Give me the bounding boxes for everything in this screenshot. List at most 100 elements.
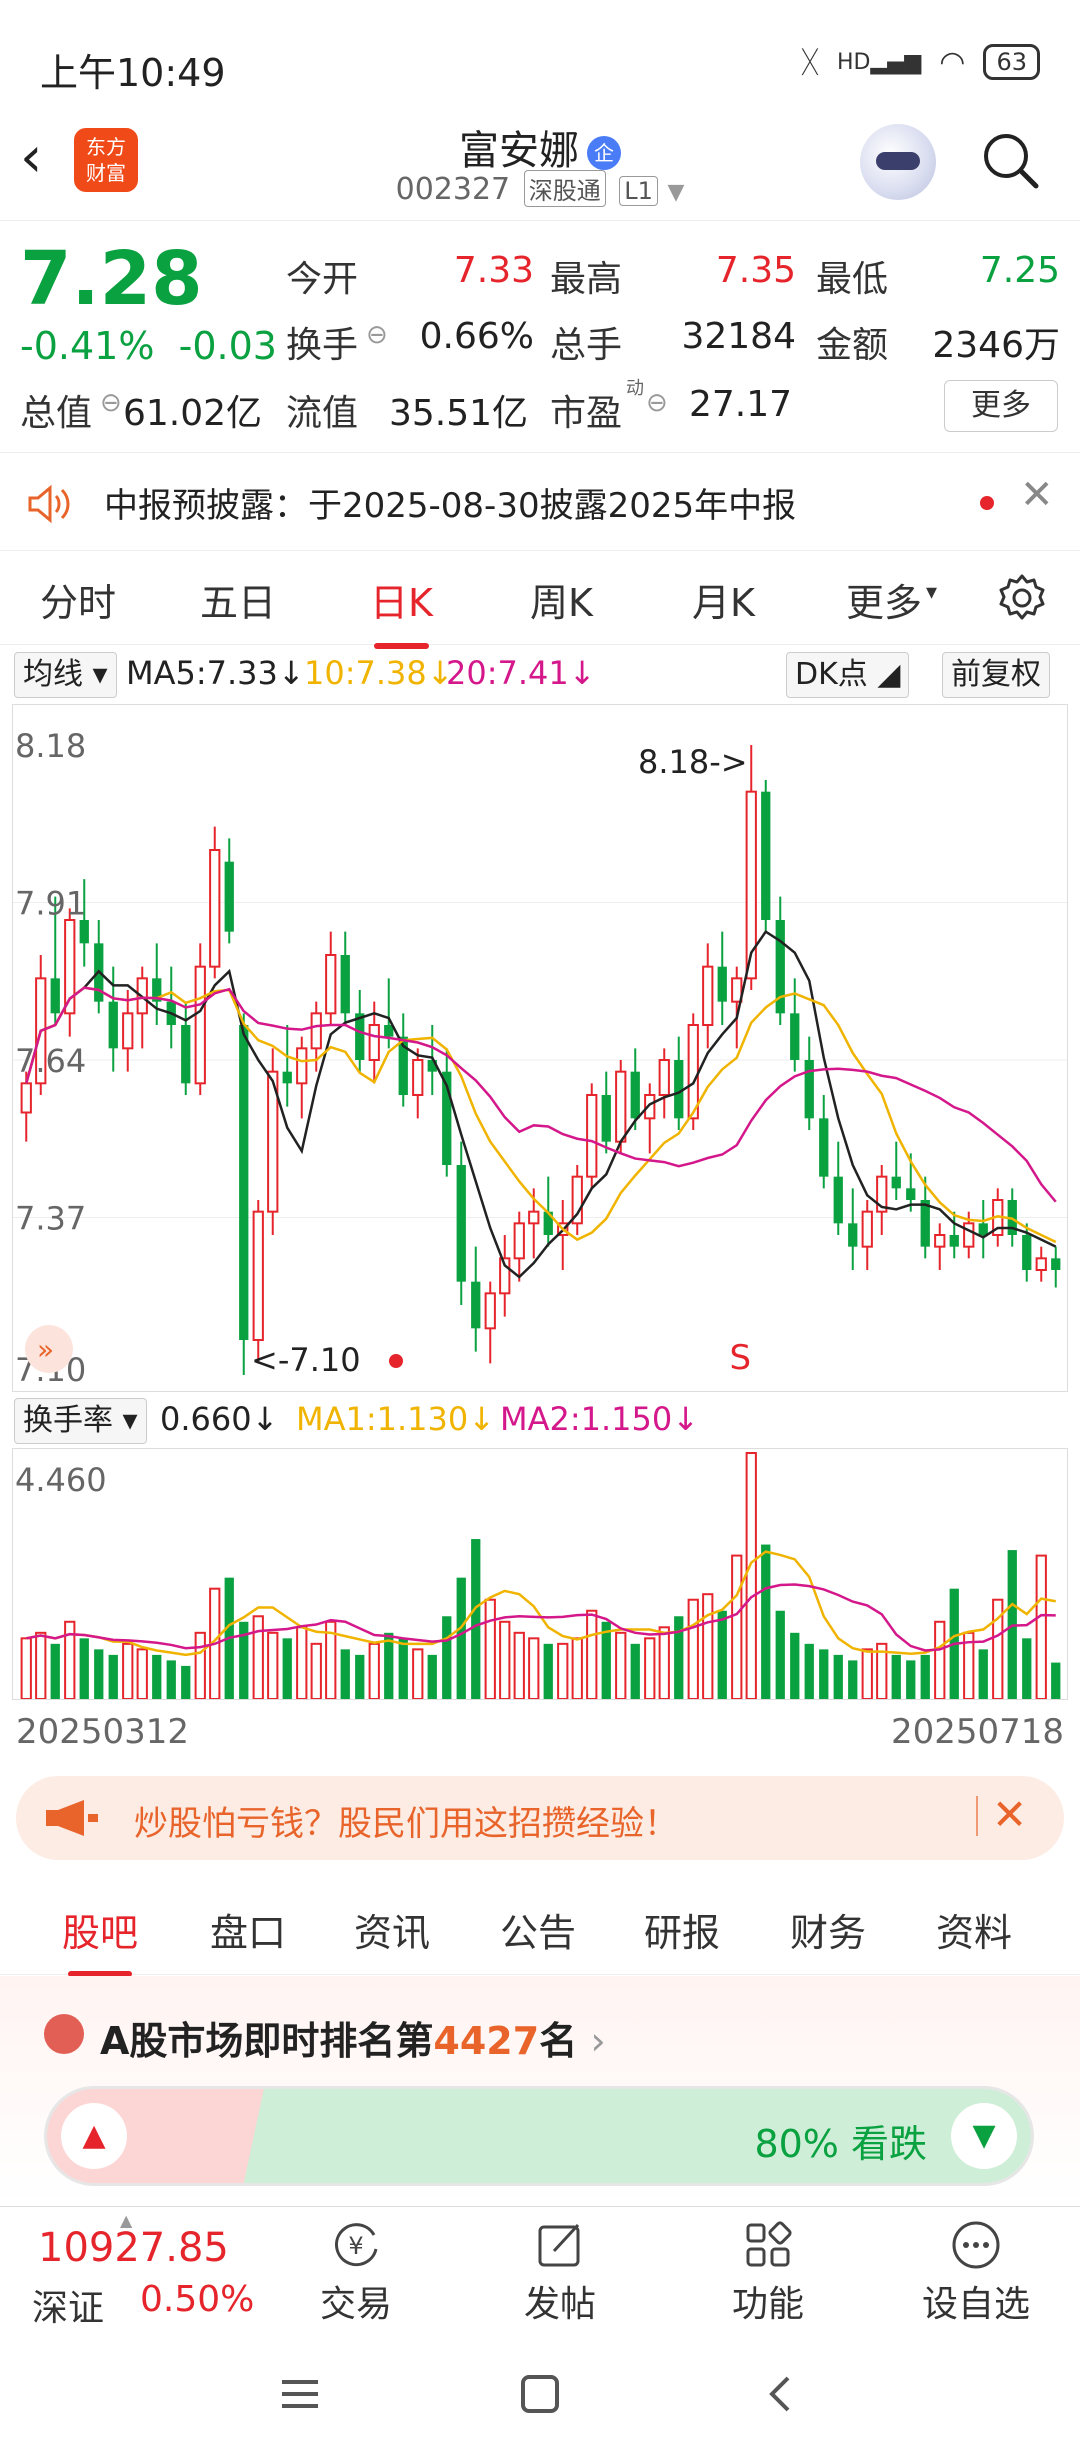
vote-up-button[interactable]: ▲ [61, 2103, 127, 2169]
back-arrow-icon[interactable]: ‹ [20, 125, 43, 190]
trade-button[interactable]: ¥ 交易 [296, 2215, 416, 2327]
candle-body [252, 1210, 264, 1341]
quote-label: 市盈 [550, 393, 623, 434]
turnover-bar [586, 1609, 598, 1701]
k-line-chart[interactable]: 8.187.917.647.377.108.18-><-7.10S» [12, 704, 1068, 1392]
ma10-value: 10:7.38↓ [304, 654, 454, 692]
turnover-bar [557, 1642, 569, 1700]
vote-down-button[interactable]: ▼ [951, 2103, 1017, 2169]
turnover-bar [252, 1615, 264, 1700]
candle-body [513, 1222, 525, 1260]
info-icon[interactable]: ⊖ [100, 388, 122, 418]
post-button[interactable]: 发帖 [500, 2215, 620, 2327]
edit-icon [538, 2223, 580, 2267]
turnover-bar [1022, 1638, 1032, 1699]
turnover-y-max: 4.460 [15, 1461, 107, 1499]
turnover-bar [355, 1654, 365, 1699]
yen-exchange-icon: ¥ [335, 2223, 378, 2267]
robot-assistant-icon[interactable] [860, 124, 936, 200]
turnover-bar [471, 1539, 481, 1699]
quote-value: 7.25 [979, 250, 1060, 291]
y-tick-label: 8.18 [15, 727, 86, 765]
period-tab[interactable]: 日K [370, 572, 433, 649]
stock-name: 富安娜企 [0, 118, 1080, 176]
dk-point-button[interactable]: DK点 ◢ [786, 652, 910, 698]
turnover-bar [267, 1631, 279, 1700]
gear-icon[interactable] [996, 572, 1048, 624]
home-icon[interactable] [520, 2374, 560, 2414]
candle-body [108, 1001, 118, 1049]
tag-l1: L1 [619, 176, 658, 206]
section-tab[interactable]: 财务 [790, 1911, 867, 1955]
turnover-bar [687, 1598, 699, 1700]
candle-body [310, 1012, 322, 1050]
adjust-button[interactable]: 前复权 [942, 652, 1050, 698]
close-icon[interactable]: ✕ [1020, 472, 1054, 518]
turnover-bar [630, 1643, 640, 1699]
section-tab[interactable]: 资讯 [354, 1911, 431, 1955]
turnover-bar [181, 1665, 191, 1699]
candle-body [239, 1025, 249, 1340]
more-button[interactable]: 更多 [944, 380, 1058, 432]
quote-label: 总手 [550, 325, 623, 366]
section-tab[interactable]: 股吧 [62, 1902, 138, 1977]
expand-chevron-icon: » [37, 1333, 54, 1366]
menu-icon[interactable] [280, 2374, 320, 2414]
turnover-bar [79, 1638, 89, 1699]
info-icon[interactable]: ⊖ [366, 320, 388, 350]
quote-value: 27.17 [688, 384, 792, 425]
notice-bar[interactable]: 中报预披露：于2025-08-30披露2025年中报 ✕ [0, 454, 1080, 551]
turnover-bar [906, 1660, 916, 1699]
turnover-bar [296, 1626, 308, 1700]
section-tab[interactable]: 公告 [500, 1911, 577, 1955]
turnover-bar [94, 1649, 104, 1699]
functions-button[interactable]: 功能 [708, 2215, 828, 2327]
ad-banner[interactable]: 炒股怕亏钱？股民们用这招攒经验！ ✕ [16, 1776, 1064, 1860]
bear-fill [243, 2089, 1031, 2183]
turnover-bar: 换手率 ▾ 0.660↓ MA1:1.130↓ MA2:1.150↓ [0, 1394, 1080, 1450]
candle-body [717, 966, 727, 1002]
dropdown-triangle-icon: ▾ [926, 580, 938, 605]
candle-body [761, 791, 771, 920]
status-bar: 上午10:49 ᚷ HD▂▄▆ ◠ 63 [0, 0, 1080, 110]
turnover-bar [543, 1643, 553, 1699]
candle-body [644, 1094, 656, 1120]
period-tab[interactable]: 五日 [200, 581, 277, 625]
more-dots-icon [952, 2221, 1000, 2269]
ranking-panel[interactable]: A股市场即时排名第4427名 › ▲ 80% 看跌 ▼ [0, 1976, 1080, 2206]
indicator-selector[interactable]: 换手率 ▾ [14, 1398, 147, 1444]
candle-body [1035, 1257, 1047, 1271]
period-tab[interactable]: 月K [692, 581, 755, 625]
candle-body [20, 1082, 32, 1114]
turnover-bar [368, 1642, 380, 1700]
candle-body [296, 1047, 308, 1085]
turnover-bar [848, 1660, 858, 1699]
section-tab[interactable]: 研报 [644, 1911, 721, 1955]
back-icon[interactable] [760, 2374, 800, 2414]
candle-body [731, 977, 743, 1003]
index-value[interactable]: 10927.85 [38, 2225, 229, 2271]
period-tab[interactable]: 更多 [846, 581, 923, 625]
info-icon[interactable]: ⊖ [646, 388, 668, 418]
section-tab[interactable]: 盘口 [210, 1911, 287, 1955]
add-watchlist-button[interactable]: 设自选 [916, 2215, 1036, 2327]
period-tab[interactable]: 周K [530, 581, 593, 625]
search-icon[interactable] [980, 130, 1040, 190]
candle-body [920, 1200, 930, 1247]
close-icon[interactable]: ✕ [992, 1790, 1028, 1839]
dropdown-triangle-icon: ▼ [667, 180, 685, 205]
period-tab[interactable]: 分时 [40, 581, 117, 625]
candle-body [891, 1176, 901, 1189]
turnover-chart[interactable]: 4.460 [12, 1448, 1068, 1701]
turnover-bar [658, 1626, 670, 1700]
turnover-bar [513, 1631, 525, 1700]
expand-icon [25, 1325, 73, 1373]
quote-value: 0.66% [419, 316, 534, 357]
section-tab[interactable]: 资料 [936, 1911, 1013, 1955]
stock-code-row[interactable]: 002327 深股通 L1 ▼ [395, 170, 685, 207]
ma-selector[interactable]: 均线 ▾ [14, 652, 117, 698]
stock-header: ‹ 东方 财富 富安娜企 002327 深股通 L1 ▼ [0, 110, 1080, 221]
turnover-bar [717, 1610, 727, 1699]
app-logo[interactable]: 东方 财富 [74, 128, 138, 192]
turnover-bar [412, 1648, 424, 1701]
